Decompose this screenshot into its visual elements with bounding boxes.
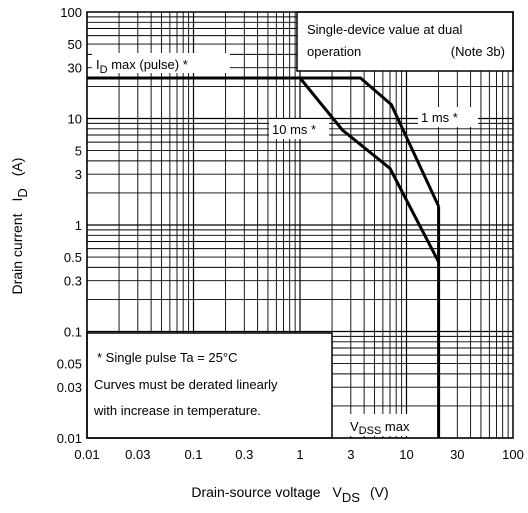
note-bottom-line1: * Single pulse Ta = 25°C — [97, 350, 237, 365]
note-top-line2a: operation — [307, 44, 361, 59]
x-axis-label-sub: DS — [342, 490, 360, 505]
vdss-subscript: DSS — [359, 425, 382, 437]
curves — [87, 76, 441, 438]
y-tick-label: 0.3 — [64, 274, 82, 289]
y-tick-label: 0.1 — [64, 325, 82, 340]
vdss-label-box — [334, 414, 434, 436]
vdss-label: VDSS max — [350, 419, 410, 437]
y-axis-label-symbol: I — [9, 198, 25, 202]
x-tick-label: 30 — [450, 447, 464, 462]
note-top-line2b: (Note 3b) — [451, 44, 505, 59]
label-1ms-box — [418, 107, 478, 127]
plot-frame — [86, 11, 514, 439]
id-max-rest: max (pulse) * — [108, 57, 188, 72]
y-tick-label: 100 — [60, 5, 82, 20]
x-axis-label-symbol: V — [333, 484, 343, 500]
x-axis-label-unit: (V) — [370, 484, 389, 500]
vdss-symbol: V — [350, 419, 359, 434]
y-tick-label: 0.5 — [64, 250, 82, 265]
x-tick-label: 100 — [502, 447, 524, 462]
note-box-bottom — [86, 332, 333, 439]
y-tick-label: 10 — [68, 112, 82, 127]
note-box-top — [296, 11, 514, 72]
y-axis-label-main: Drain current — [9, 213, 25, 294]
y-tick-label: 0.01 — [57, 431, 82, 446]
x-tick-label: 0.01 — [74, 447, 99, 462]
note-top-line1: Single-device value at dual — [307, 22, 462, 37]
note-bottom-line3: with increase in temperature. — [93, 403, 261, 418]
id-max-label: ID max (pulse) * — [96, 57, 188, 76]
y-tick-label: 0.05 — [57, 357, 82, 372]
label-10ms-box — [269, 119, 329, 139]
y-tick-label: 0.03 — [57, 380, 82, 395]
note-bottom-line2: Curves must be derated linearly — [94, 377, 278, 392]
vdss-rest: max — [381, 419, 410, 434]
x-tick-labels: 0.01 0.03 0.1 0.3 1 3 10 30 100 — [74, 447, 524, 462]
y-tick-label: 5 — [75, 144, 82, 159]
id-max-subscript: D — [100, 64, 108, 76]
id-max-symbol: I — [96, 57, 100, 72]
y-axis-label-sub: D — [15, 188, 30, 197]
curve-series-1 — [298, 77, 440, 263]
y-tick-labels: 100 50 30 10 5 3 1 0.5 0.3 0.1 0.05 0.03 0.01 — [57, 5, 82, 446]
y-tick-label: 30 — [68, 61, 82, 76]
y-tick-label: 3 — [75, 167, 82, 182]
label-10ms: 10 ms * — [272, 122, 316, 137]
x-tick-label: 0.03 — [125, 447, 150, 462]
x-tick-label: 0.3 — [235, 447, 253, 462]
label-1ms: 1 ms * — [421, 110, 458, 125]
x-tick-label: 1 — [296, 447, 303, 462]
y-axis-label: Drain current ID (A) — [9, 158, 30, 295]
curve-series-0 — [87, 76, 440, 207]
x-tick-label: 3 — [347, 447, 354, 462]
x-axis-label-main: Drain-source voltage — [191, 484, 320, 500]
y-tick-label: 50 — [68, 37, 82, 52]
x-tick-label: 0.1 — [184, 447, 202, 462]
y-tick-label: 1 — [75, 218, 82, 233]
id-max-label-box — [92, 53, 230, 73]
x-tick-label: 10 — [399, 447, 413, 462]
x-axis-label: Drain-source voltage VDS (V) — [191, 484, 388, 505]
y-axis-label-unit: (A) — [9, 158, 25, 177]
